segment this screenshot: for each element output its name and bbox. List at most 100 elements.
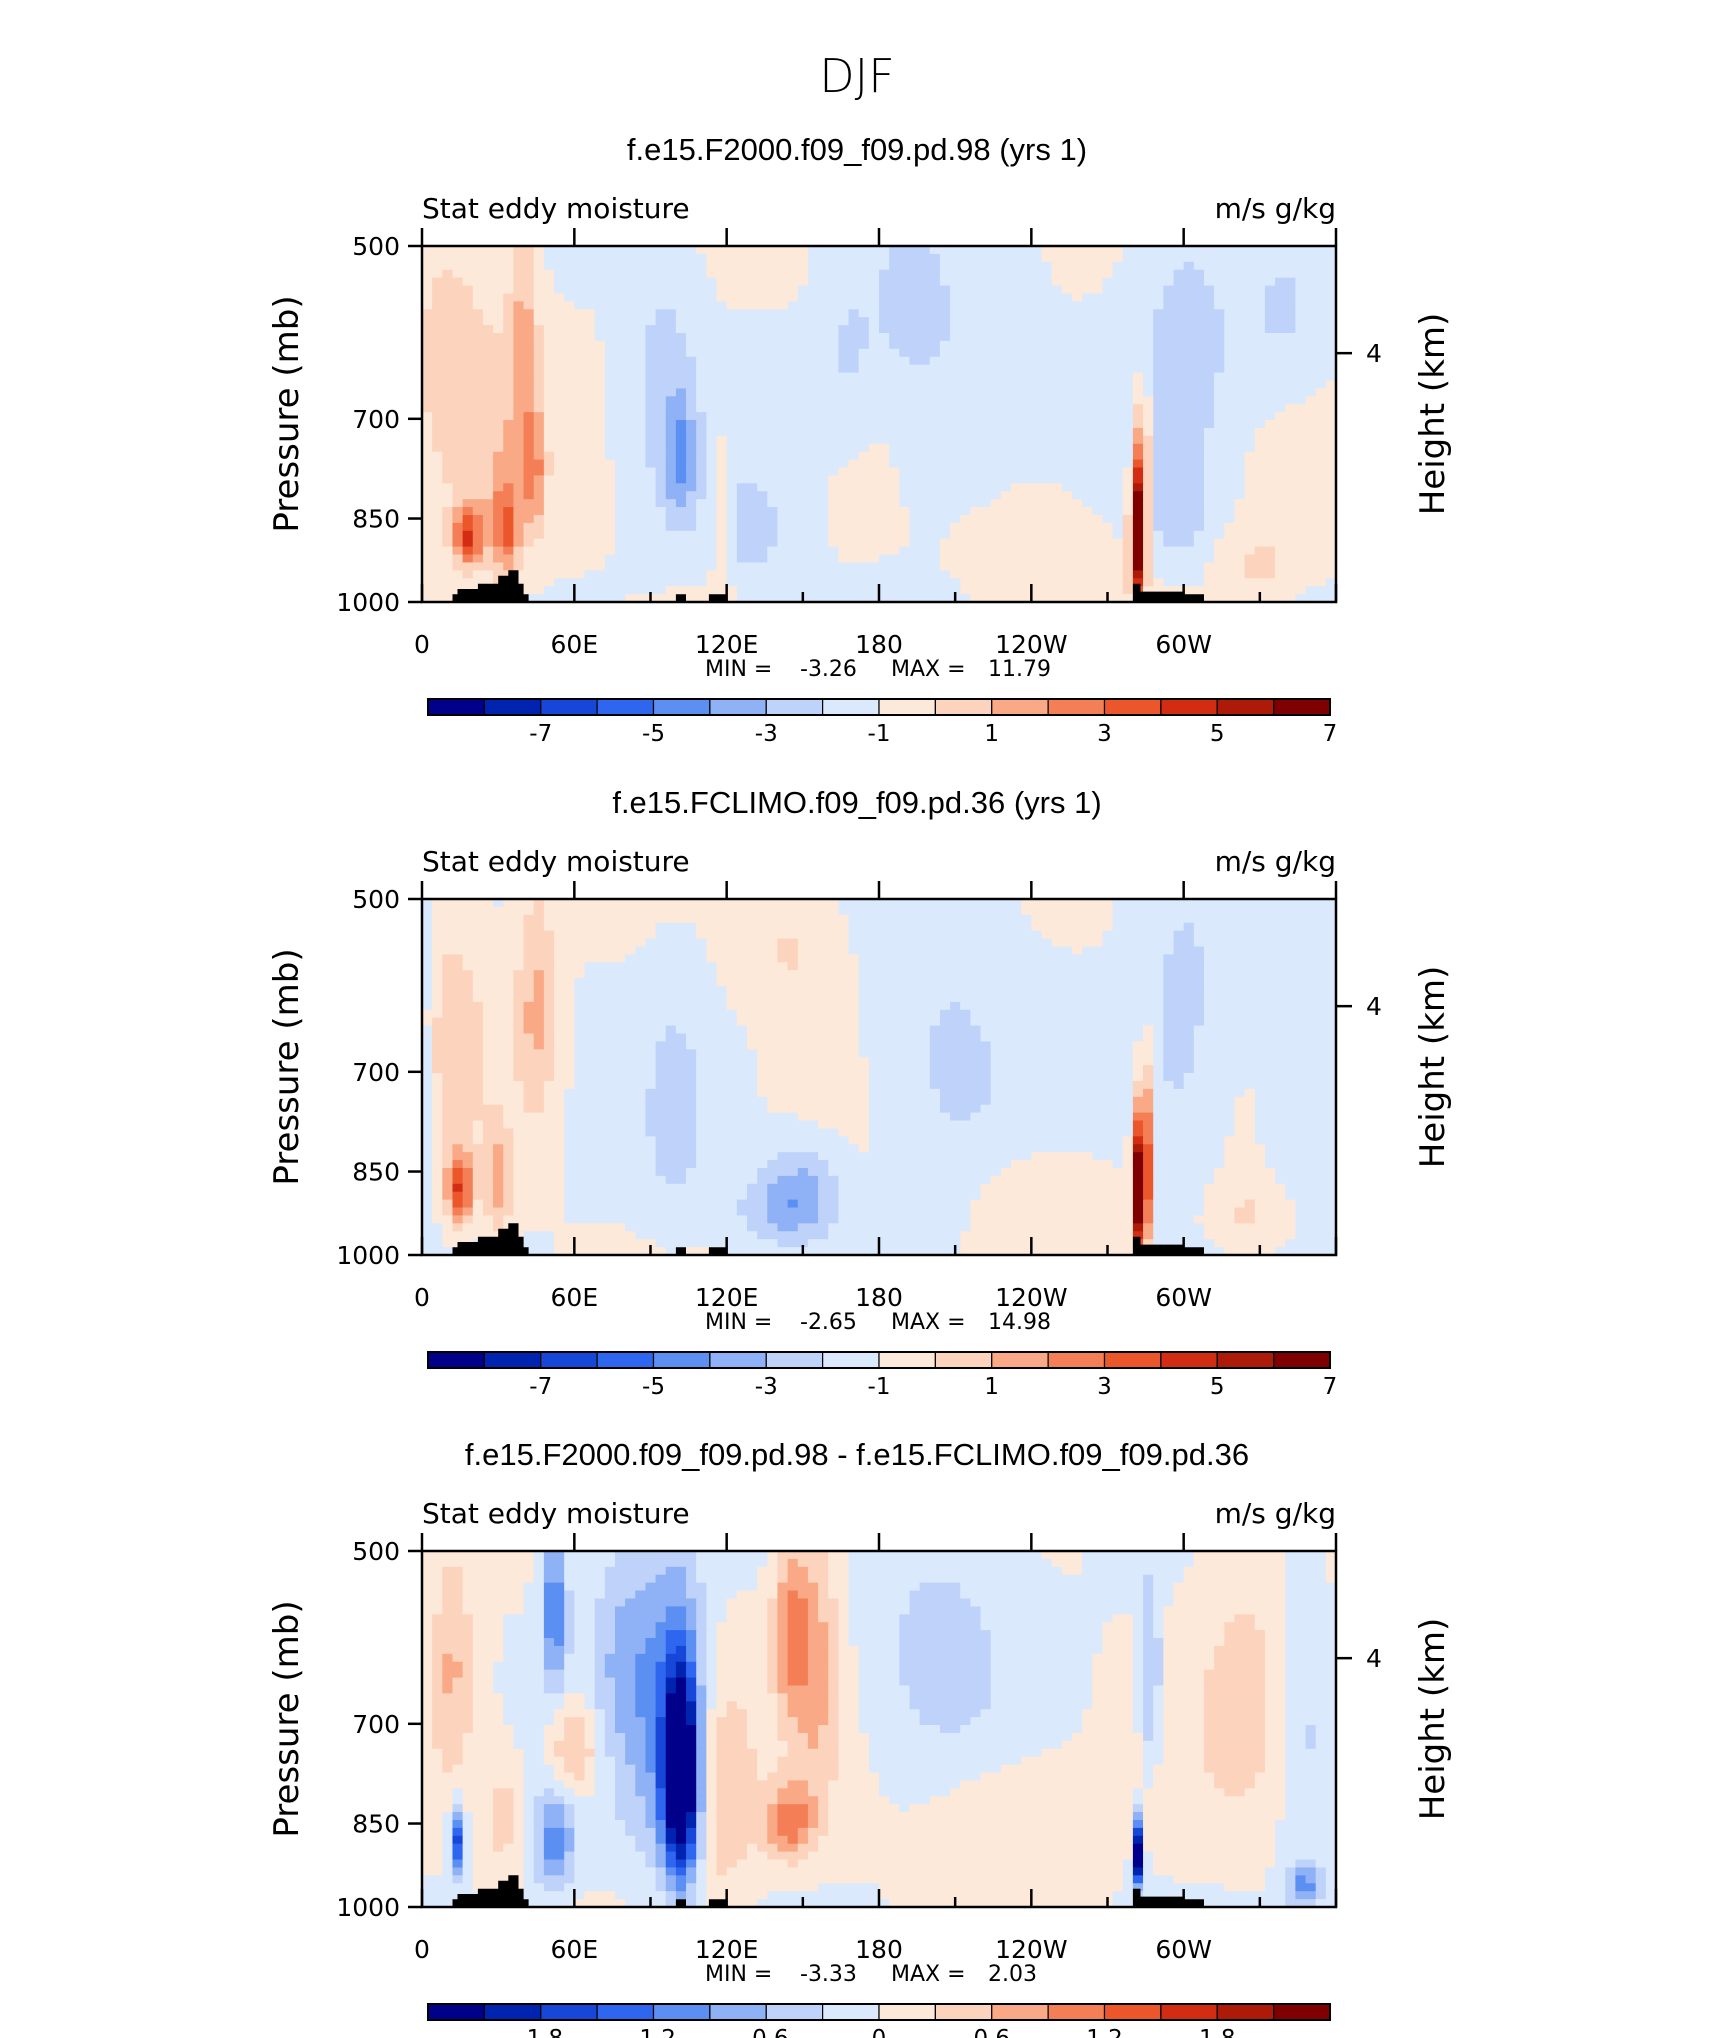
- heatmap-cell: [970, 404, 982, 413]
- heatmap-cell: [594, 475, 606, 484]
- heatmap-cell: [787, 554, 799, 564]
- heatmap-cell: [787, 325, 799, 334]
- heatmap-cell: [584, 435, 596, 445]
- heatmap-cell: [848, 459, 860, 469]
- heatmap-cell: [675, 538, 687, 548]
- heatmap-cell: [523, 372, 535, 382]
- heatmap-cell: [523, 427, 535, 437]
- heatmap-cell: [767, 269, 779, 279]
- heatmap-cell: [503, 380, 514, 389]
- heatmap-cell: [472, 546, 484, 556]
- heatmap-cell: [665, 301, 677, 310]
- heatmap-cell: [929, 475, 941, 484]
- heatmap-cell: [889, 246, 900, 255]
- heatmap-cell: [716, 396, 728, 405]
- heatmap-cell: [422, 899, 433, 908]
- heatmap-cell: [1234, 246, 1246, 255]
- heatmap-cell: [645, 483, 657, 492]
- heatmap-cell: [746, 946, 758, 955]
- heatmap-cell: [1305, 253, 1317, 263]
- heatmap-cell: [1092, 530, 1104, 540]
- heatmap-cell: [625, 586, 636, 595]
- heatmap-cell: [432, 499, 443, 508]
- heatmap-cell: [554, 930, 565, 940]
- heatmap-cell: [1305, 443, 1317, 453]
- heatmap-cell: [686, 364, 697, 374]
- heatmap-cell: [1061, 594, 1073, 603]
- heatmap-cell: [503, 340, 514, 350]
- heatmap-cell: [614, 372, 626, 382]
- heatmap-cell: [533, 364, 545, 374]
- heatmap-cell: [807, 317, 819, 326]
- heatmap-cell: [1041, 914, 1053, 924]
- heatmap-cell: [503, 333, 514, 342]
- heatmap-cell: [462, 483, 474, 492]
- heatmap-cell: [736, 914, 748, 924]
- heatmap-cell: [929, 412, 941, 421]
- heatmap-cell: [503, 906, 514, 916]
- heatmap-cell: [1021, 340, 1032, 350]
- heatmap-cell: [868, 325, 880, 334]
- heatmap-cell: [939, 954, 951, 963]
- heatmap-cell: [736, 293, 748, 302]
- heatmap-cell: [1264, 538, 1276, 548]
- heatmap-cell: [1143, 562, 1154, 571]
- heatmap-cell: [909, 388, 921, 397]
- heatmap-cell: [686, 372, 697, 382]
- heatmap-cell: [1305, 938, 1317, 948]
- heatmap-cell: [767, 554, 779, 564]
- heatmap-cell: [736, 475, 748, 484]
- heatmap-cell: [929, 443, 941, 453]
- heatmap-cell: [1021, 356, 1032, 366]
- heatmap-cell: [1153, 570, 1164, 579]
- heatmap-cell: [1203, 285, 1215, 295]
- heatmap-cell: [757, 388, 768, 397]
- heatmap-cell: [1275, 562, 1286, 571]
- heatmap-cell: [848, 546, 860, 556]
- heatmap-cell: [746, 586, 758, 595]
- heatmap-cell: [1203, 538, 1215, 548]
- heatmap-cell: [889, 420, 900, 429]
- heatmap-cell: [564, 970, 575, 979]
- heatmap-cell: [503, 396, 514, 405]
- heatmap-cell: [929, 914, 941, 924]
- heatmap-cell: [1112, 483, 1124, 492]
- heatmap-cell: [1275, 340, 1286, 350]
- heatmap-cell: [838, 246, 850, 255]
- heatmap-cell: [970, 325, 982, 334]
- heatmap-cell: [1031, 420, 1043, 429]
- heatmap-cell: [797, 962, 809, 971]
- heatmap-cell: [1325, 301, 1337, 310]
- heatmap-cell: [787, 954, 799, 963]
- heatmap-cell: [1102, 522, 1114, 532]
- heatmap-cell: [879, 396, 890, 405]
- heatmap-cell: [757, 348, 768, 358]
- heatmap-cell: [625, 906, 636, 916]
- heatmap-cell: [1224, 586, 1236, 595]
- heatmap-cell: [1183, 906, 1195, 916]
- heatmap-cell: [604, 499, 616, 508]
- heatmap-cell: [442, 499, 454, 508]
- heatmap-cell: [614, 475, 626, 484]
- heatmap-cell: [584, 364, 596, 374]
- heatmap-cell: [1295, 530, 1307, 540]
- heatmap-cell: [472, 293, 484, 302]
- heatmap-cell: [462, 938, 474, 948]
- heatmap-cell: [757, 301, 768, 310]
- heatmap-cell: [564, 546, 575, 556]
- heatmap-cell: [746, 483, 758, 492]
- heatmap-cell: [1021, 443, 1032, 453]
- heatmap-cell: [1031, 914, 1043, 924]
- heatmap-cell: [716, 962, 728, 971]
- heatmap-cell: [482, 578, 494, 587]
- heatmap-cell: [879, 317, 890, 326]
- heatmap-cell: [1214, 962, 1225, 971]
- heatmap-cell: [777, 309, 789, 318]
- heatmap-cell: [422, 356, 433, 366]
- heatmap-cell: [980, 475, 992, 484]
- heatmap-cell: [1011, 914, 1022, 924]
- heatmap-cell: [675, 427, 687, 437]
- heatmap-cell: [655, 962, 667, 971]
- heatmap-cell: [645, 388, 657, 397]
- heatmap-cell: [1163, 435, 1175, 445]
